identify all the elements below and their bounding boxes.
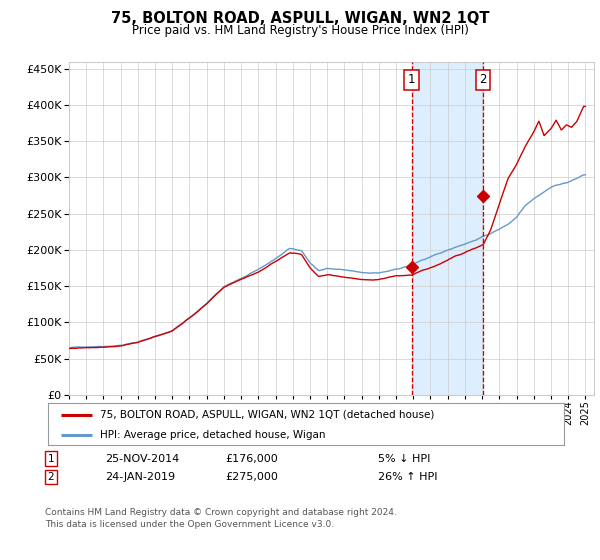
Text: 25-NOV-2014: 25-NOV-2014 — [105, 454, 179, 464]
Text: 2: 2 — [47, 472, 55, 482]
Text: 1: 1 — [408, 73, 415, 86]
Text: £176,000: £176,000 — [226, 454, 278, 464]
Text: 5% ↓ HPI: 5% ↓ HPI — [378, 454, 430, 464]
Text: 2: 2 — [479, 73, 487, 86]
Text: £275,000: £275,000 — [226, 472, 278, 482]
Text: HPI: Average price, detached house, Wigan: HPI: Average price, detached house, Wiga… — [100, 430, 325, 440]
Bar — [412, 62, 484, 395]
Text: 1: 1 — [47, 454, 55, 464]
Text: Contains HM Land Registry data © Crown copyright and database right 2024.
This d: Contains HM Land Registry data © Crown c… — [45, 508, 397, 529]
Text: 26% ↑ HPI: 26% ↑ HPI — [378, 472, 437, 482]
Text: Price paid vs. HM Land Registry's House Price Index (HPI): Price paid vs. HM Land Registry's House … — [131, 24, 469, 36]
Text: 24-JAN-2019: 24-JAN-2019 — [105, 472, 175, 482]
Text: 75, BOLTON ROAD, ASPULL, WIGAN, WN2 1QT: 75, BOLTON ROAD, ASPULL, WIGAN, WN2 1QT — [111, 11, 489, 26]
Text: 75, BOLTON ROAD, ASPULL, WIGAN, WN2 1QT (detached house): 75, BOLTON ROAD, ASPULL, WIGAN, WN2 1QT … — [100, 409, 434, 419]
